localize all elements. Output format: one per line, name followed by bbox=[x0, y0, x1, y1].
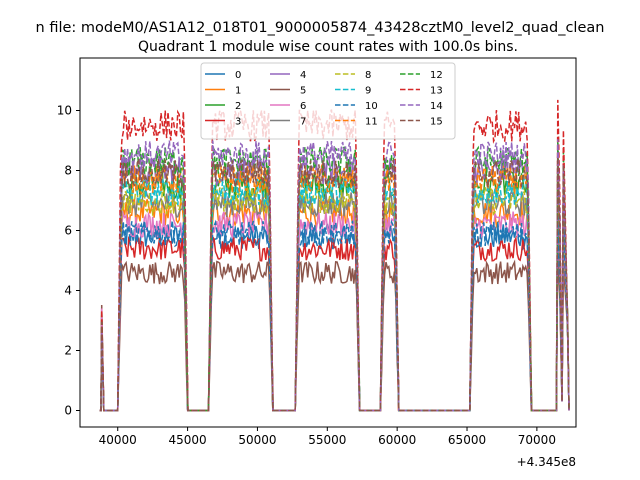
axes-layer: 40000 45000 50000 55000 60000 65000 70000 0 2 4 6 8… bbox=[57, 57, 577, 447]
legend-label-2: 2 bbox=[235, 101, 241, 112]
x-tick-label: 55000 bbox=[308, 433, 346, 447]
x-tick-label: 50000 bbox=[238, 433, 276, 447]
legend-label-0: 0 bbox=[235, 70, 241, 81]
series-line-10 bbox=[99, 217, 570, 412]
y-tick-label: 4 bbox=[64, 284, 72, 298]
series-line-3 bbox=[99, 223, 570, 412]
y-tick-label: 2 bbox=[64, 344, 72, 358]
y-tick-label: 8 bbox=[64, 164, 72, 178]
y-tick-label: 0 bbox=[64, 404, 72, 418]
y-tick-label: 10 bbox=[57, 104, 72, 118]
x-tick-label: 40000 bbox=[99, 433, 137, 447]
legend-box bbox=[200, 62, 456, 140]
legend-label-3: 3 bbox=[235, 117, 241, 128]
figure-suptitle: n file: modeM0/AS1A12_018T01_9000005874_… bbox=[36, 20, 605, 36]
legend-label-10: 10 bbox=[365, 101, 378, 112]
x-offset-label: +4.345e8 bbox=[517, 455, 576, 469]
x-tick-label: 65000 bbox=[448, 433, 486, 447]
legend-label-13: 13 bbox=[430, 86, 443, 97]
legend-label-15: 15 bbox=[430, 117, 443, 128]
series-line-15 bbox=[99, 157, 570, 412]
x-tick-label: 60000 bbox=[378, 433, 416, 447]
series-line-13 bbox=[99, 99, 570, 412]
plot-frame bbox=[79, 57, 577, 428]
series-line-8 bbox=[99, 180, 570, 412]
series-layer bbox=[99, 99, 570, 412]
legend-label-14: 14 bbox=[430, 101, 443, 112]
legend-label-7: 7 bbox=[300, 117, 306, 128]
y-tick-label: 6 bbox=[64, 224, 72, 238]
x-tick-label: 45000 bbox=[168, 433, 206, 447]
legend-label-8: 8 bbox=[365, 70, 371, 81]
legend-label-12: 12 bbox=[430, 70, 443, 81]
legend-label-9: 9 bbox=[365, 86, 371, 97]
legend-label-6: 6 bbox=[300, 101, 306, 112]
series-line-5 bbox=[99, 249, 570, 412]
legend-label-4: 4 bbox=[300, 70, 306, 81]
legend-label-1: 1 bbox=[235, 86, 241, 97]
series-line-14 bbox=[99, 139, 570, 412]
series-line-9 bbox=[99, 174, 570, 412]
x-tick-label: 70000 bbox=[518, 433, 556, 447]
axes-title: Quadrant 1 module wise count rates with … bbox=[138, 39, 518, 55]
legend-label-5: 5 bbox=[300, 86, 306, 97]
legend-label-11: 11 bbox=[365, 117, 378, 128]
